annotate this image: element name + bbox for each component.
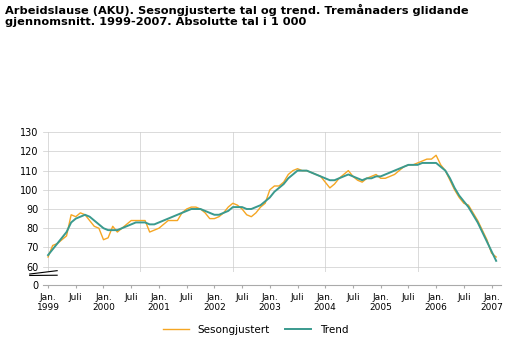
Line: Sesongjustert: Sesongjustert <box>48 155 496 257</box>
Trend <box>258 203 264 207</box>
Trend <box>327 178 333 182</box>
Trend <box>294 168 300 173</box>
Trend <box>419 161 425 165</box>
Legend: Sesongjustert, Trend: Sesongjustert, Trend <box>159 321 352 339</box>
Trend <box>387 171 393 175</box>
Sesongjustert <box>433 153 439 157</box>
Sesongjustert <box>294 167 300 171</box>
Sesongjustert <box>493 255 499 259</box>
Sesongjustert <box>73 215 79 219</box>
Sesongjustert <box>82 213 88 217</box>
Line: Trend: Trend <box>48 163 496 261</box>
Trend <box>82 213 88 217</box>
Sesongjustert <box>387 174 393 179</box>
Sesongjustert <box>258 205 264 209</box>
Trend <box>45 253 51 257</box>
Trend <box>73 216 79 221</box>
Trend <box>493 259 499 263</box>
Sesongjustert <box>327 186 333 190</box>
Sesongjustert <box>45 255 51 259</box>
Text: Arbeidslause (AKU). Sesongjusterte tal og trend. Tremånaders glidande
gjennomsni: Arbeidslause (AKU). Sesongjusterte tal o… <box>5 3 469 27</box>
